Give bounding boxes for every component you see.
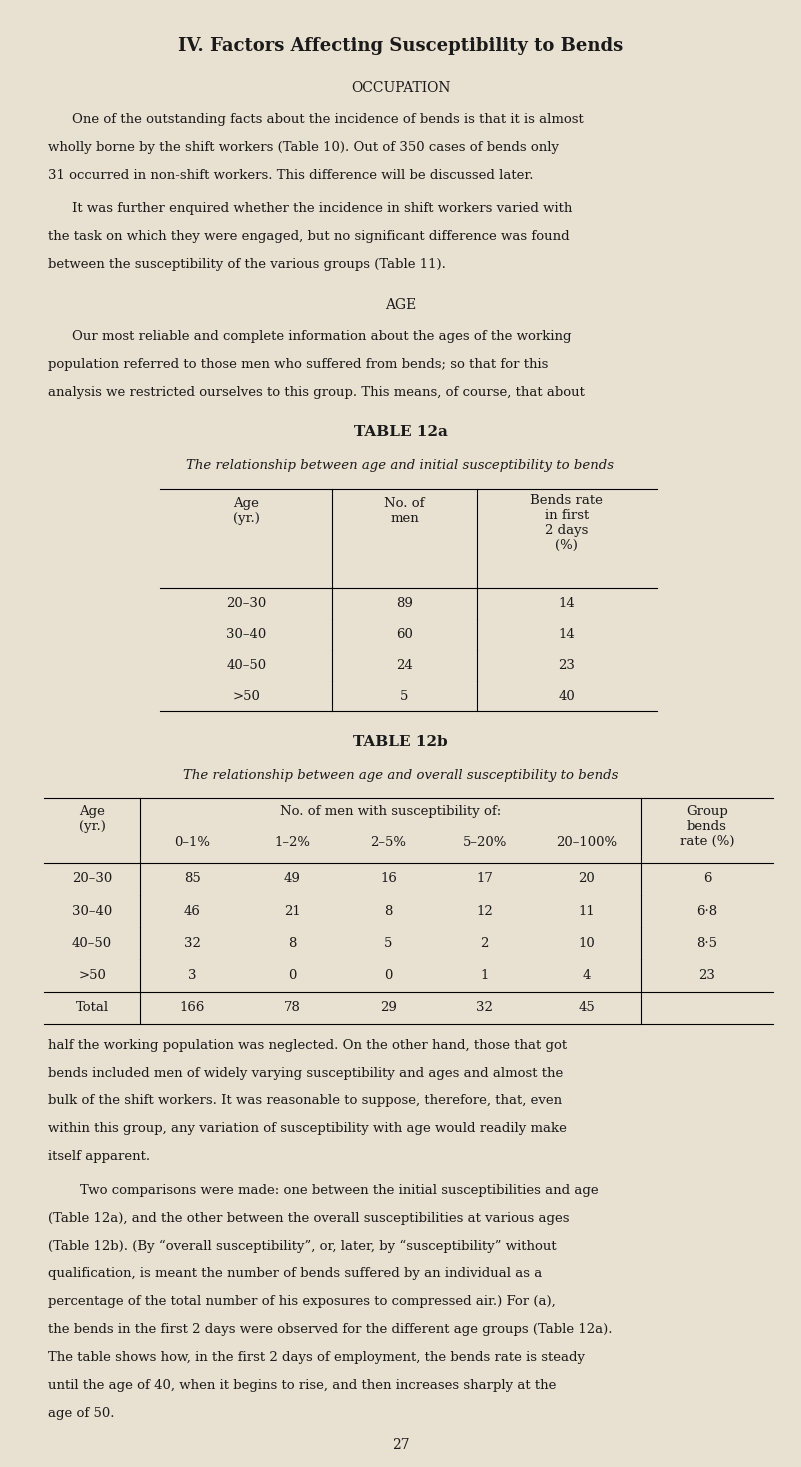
Text: 6·8: 6·8 — [696, 905, 718, 917]
Text: within this group, any variation of susceptibility with age would readily make: within this group, any variation of susc… — [48, 1122, 567, 1135]
Text: 78: 78 — [284, 1002, 301, 1014]
Text: wholly borne by the shift workers (Table 10). Out of 350 cases of bends only: wholly borne by the shift workers (Table… — [48, 141, 559, 154]
Text: 3: 3 — [188, 970, 196, 981]
Text: 11: 11 — [578, 905, 595, 917]
Text: 46: 46 — [183, 905, 201, 917]
Text: 45: 45 — [578, 1002, 595, 1014]
Text: bends included men of widely varying susceptibility and ages and almost the: bends included men of widely varying sus… — [48, 1067, 563, 1080]
Text: the bends in the first 2 days were observed for the different age groups (Table : the bends in the first 2 days were obser… — [48, 1323, 613, 1336]
Text: Total: Total — [75, 1002, 109, 1014]
Text: 14: 14 — [558, 628, 575, 641]
Text: (Table 12a), and the other between the overall susceptibilities at various ages: (Table 12a), and the other between the o… — [48, 1212, 570, 1225]
Text: 0: 0 — [384, 970, 392, 981]
Text: analysis we restricted ourselves to this group. This means, of course, that abou: analysis we restricted ourselves to this… — [48, 386, 585, 399]
Text: 20–30: 20–30 — [226, 597, 267, 610]
Text: 8: 8 — [288, 937, 296, 949]
Text: 1: 1 — [481, 970, 489, 981]
Text: until the age of 40, when it begins to rise, and then increases sharply at the: until the age of 40, when it begins to r… — [48, 1379, 557, 1392]
Text: 23: 23 — [558, 659, 575, 672]
Text: 30–40: 30–40 — [72, 905, 112, 917]
Text: 2: 2 — [481, 937, 489, 949]
Text: the task on which they were engaged, but no significant difference was found: the task on which they were engaged, but… — [48, 230, 570, 244]
Text: 0–1%: 0–1% — [175, 836, 210, 849]
Text: 5–20%: 5–20% — [462, 836, 507, 849]
Text: 0: 0 — [288, 970, 296, 981]
Text: One of the outstanding facts about the incidence of bends is that it is almost: One of the outstanding facts about the i… — [72, 113, 584, 126]
Text: 6: 6 — [702, 873, 711, 885]
Text: 30–40: 30–40 — [226, 628, 267, 641]
Text: (Table 12b). (By “overall susceptibility”, or, later, by “susceptibility” withou: (Table 12b). (By “overall susceptibility… — [48, 1240, 557, 1253]
Text: 40: 40 — [558, 689, 575, 703]
Text: The relationship between age and initial susceptibility to bends: The relationship between age and initial… — [187, 459, 614, 472]
Text: 17: 17 — [476, 873, 493, 885]
Text: 20–30: 20–30 — [72, 873, 112, 885]
Text: 27: 27 — [392, 1438, 409, 1452]
Text: Our most reliable and complete information about the ages of the working: Our most reliable and complete informati… — [72, 330, 572, 343]
Text: OCCUPATION: OCCUPATION — [351, 81, 450, 95]
Text: 89: 89 — [396, 597, 413, 610]
Text: Group
bends
rate (%): Group bends rate (%) — [679, 805, 735, 848]
Text: IV. Factors Affecting Susceptibility to Bends: IV. Factors Affecting Susceptibility to … — [178, 37, 623, 54]
Text: 12: 12 — [477, 905, 493, 917]
Text: qualification, is meant the number of bends suffered by an individual as a: qualification, is meant the number of be… — [48, 1267, 542, 1281]
Text: 166: 166 — [179, 1002, 205, 1014]
Text: 4: 4 — [582, 970, 591, 981]
Text: 40–50: 40–50 — [72, 937, 112, 949]
Text: Bends rate
in first
2 days
(%): Bends rate in first 2 days (%) — [530, 494, 603, 553]
Text: 10: 10 — [578, 937, 595, 949]
Text: The table shows how, in the first 2 days of employment, the bends rate is steady: The table shows how, in the first 2 days… — [48, 1351, 585, 1364]
Text: half the working population was neglected. On the other hand, those that got: half the working population was neglecte… — [48, 1039, 567, 1052]
Text: It was further enquired whether the incidence in shift workers varied with: It was further enquired whether the inci… — [72, 202, 573, 216]
Text: 23: 23 — [698, 970, 715, 981]
Text: 32: 32 — [183, 937, 201, 949]
Text: TABLE 12b: TABLE 12b — [353, 735, 448, 750]
Text: 1–2%: 1–2% — [275, 836, 310, 849]
Text: TABLE 12a: TABLE 12a — [353, 425, 448, 440]
Text: itself apparent.: itself apparent. — [48, 1150, 150, 1163]
Text: 60: 60 — [396, 628, 413, 641]
Text: No. of
men: No. of men — [384, 497, 425, 525]
Text: 29: 29 — [380, 1002, 397, 1014]
Text: 31 occurred in non-shift workers. This difference will be discussed later.: 31 occurred in non-shift workers. This d… — [48, 169, 533, 182]
Text: 8: 8 — [384, 905, 392, 917]
Text: No. of men with susceptibility of:: No. of men with susceptibility of: — [280, 805, 501, 819]
Text: age of 50.: age of 50. — [48, 1407, 115, 1420]
Text: 40–50: 40–50 — [226, 659, 267, 672]
Text: 32: 32 — [476, 1002, 493, 1014]
Text: between the susceptibility of the various groups (Table 11).: between the susceptibility of the variou… — [48, 258, 446, 271]
Text: population referred to those men who suffered from bends; so that for this: population referred to those men who suf… — [48, 358, 549, 371]
Text: Two comparisons were made: one between the initial susceptibilities and age: Two comparisons were made: one between t… — [80, 1184, 598, 1197]
Text: 20: 20 — [578, 873, 595, 885]
Text: 20–100%: 20–100% — [556, 836, 618, 849]
Text: 24: 24 — [396, 659, 413, 672]
Text: 21: 21 — [284, 905, 300, 917]
Text: bulk of the shift workers. It was reasonable to suppose, therefore, that, even: bulk of the shift workers. It was reason… — [48, 1094, 562, 1108]
Text: 14: 14 — [558, 597, 575, 610]
Text: AGE: AGE — [384, 298, 417, 312]
Text: Age
(yr.): Age (yr.) — [233, 497, 260, 525]
Text: 49: 49 — [284, 873, 301, 885]
Text: >50: >50 — [232, 689, 260, 703]
Text: 16: 16 — [380, 873, 397, 885]
Text: 85: 85 — [184, 873, 200, 885]
Text: 5: 5 — [384, 937, 392, 949]
Text: The relationship between age and overall susceptibility to bends: The relationship between age and overall… — [183, 769, 618, 782]
Text: 5: 5 — [400, 689, 409, 703]
Text: percentage of the total number of his exposures to compressed air.) For (a),: percentage of the total number of his ex… — [48, 1295, 556, 1309]
Text: 8·5: 8·5 — [696, 937, 718, 949]
Text: >50: >50 — [78, 970, 106, 981]
Text: Age
(yr.): Age (yr.) — [78, 805, 106, 833]
Text: 2–5%: 2–5% — [371, 836, 406, 849]
